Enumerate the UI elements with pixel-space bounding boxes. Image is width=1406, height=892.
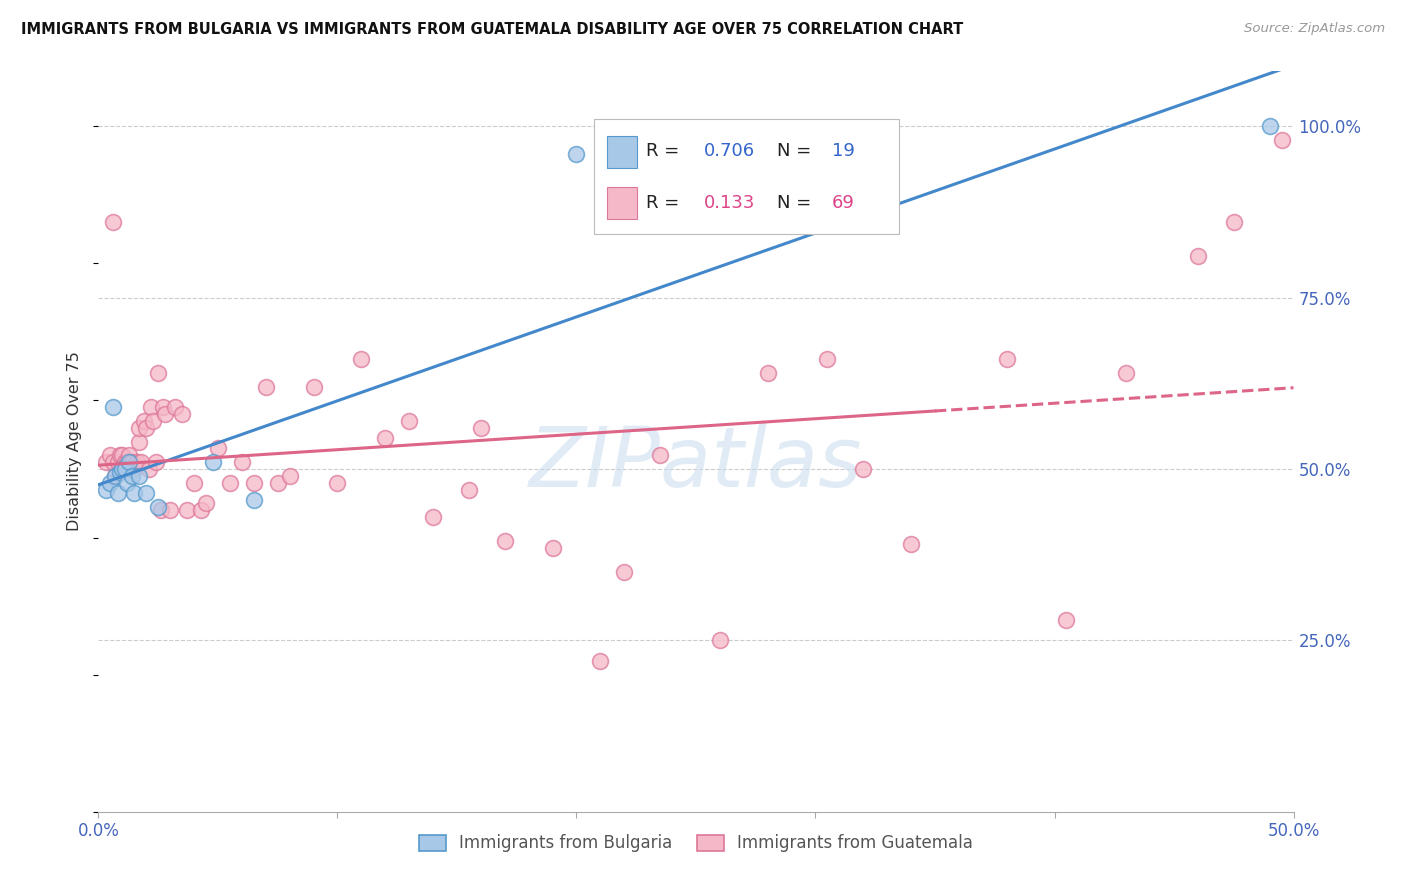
Point (135, 486, 157, 500)
Point (1223, 215, 1246, 229)
Point (1258, 119, 1281, 133)
Point (132, 414, 155, 428)
Point (108, 448, 131, 462)
Point (139, 401, 162, 415)
Point (613, 565, 636, 579)
Point (115, 455, 138, 469)
Point (470, 421, 492, 435)
Point (111, 462, 134, 476)
Point (114, 462, 136, 476)
Point (101, 455, 124, 469)
Point (121, 468, 143, 483)
Point (254, 380, 277, 394)
Point (118, 455, 141, 469)
Point (107, 486, 129, 500)
Point (121, 455, 143, 469)
Point (458, 483, 481, 497)
Point (111, 448, 134, 462)
Point (190, 503, 212, 517)
Point (101, 401, 124, 415)
Point (118, 462, 141, 476)
Point (142, 414, 165, 428)
Point (128, 421, 150, 435)
Point (111, 462, 134, 476)
Point (94, 455, 117, 469)
Point (94, 483, 117, 497)
Point (104, 468, 127, 483)
Text: ZIPatlas: ZIPatlas (529, 423, 863, 504)
Point (709, 633, 731, 648)
Point (115, 462, 138, 476)
Point (128, 434, 150, 449)
Point (302, 380, 325, 394)
Point (219, 475, 242, 490)
Point (98, 448, 122, 462)
Point (108, 466, 131, 480)
Point (815, 352, 838, 367)
Point (104, 468, 127, 483)
Point (101, 215, 124, 229)
Point (148, 366, 170, 380)
Point (350, 352, 373, 367)
Point (995, 352, 1018, 367)
Point (202, 455, 225, 469)
Point (155, 407, 177, 421)
Point (114, 455, 136, 469)
Point (398, 414, 420, 428)
Point (1187, 250, 1209, 264)
Point (326, 475, 349, 490)
Point (115, 475, 138, 490)
Point (125, 455, 148, 469)
Point (135, 421, 157, 435)
Point (422, 510, 444, 524)
Point (152, 401, 174, 415)
Point (243, 492, 266, 507)
Legend: Immigrants from Bulgaria, Immigrants from Guatemala: Immigrants from Bulgaria, Immigrants fro… (412, 828, 980, 859)
Point (900, 537, 922, 551)
Point (172, 407, 194, 421)
Point (107, 455, 129, 469)
Point (231, 455, 253, 469)
Point (648, 448, 672, 462)
Point (118, 448, 141, 462)
Point (1271, 133, 1294, 147)
Point (124, 486, 146, 500)
Point (128, 468, 150, 483)
Point (145, 455, 167, 469)
Point (1115, 366, 1137, 380)
Point (243, 475, 266, 490)
Point (195, 496, 218, 510)
Point (114, 462, 136, 476)
Point (374, 431, 396, 445)
Point (756, 366, 779, 380)
Point (852, 462, 875, 476)
Point (148, 500, 170, 514)
Point (163, 401, 186, 415)
Text: IMMIGRANTS FROM BULGARIA VS IMMIGRANTS FROM GUATEMALA DISABILITY AGE OVER 75 COR: IMMIGRANTS FROM BULGARIA VS IMMIGRANTS F… (21, 22, 963, 37)
Point (98, 475, 122, 490)
Point (541, 541, 564, 555)
Point (183, 475, 205, 490)
Point (207, 442, 229, 456)
Point (267, 475, 290, 490)
Point (565, 146, 588, 161)
Point (278, 468, 301, 483)
Point (124, 462, 146, 476)
Text: Source: ZipAtlas.com: Source: ZipAtlas.com (1244, 22, 1385, 36)
Point (138, 462, 160, 476)
Y-axis label: Disability Age Over 75: Disability Age Over 75 (67, 351, 83, 532)
Point (1056, 613, 1078, 627)
Point (131, 455, 153, 469)
Point (149, 503, 172, 517)
Point (589, 654, 612, 668)
Point (159, 503, 181, 517)
Point (176, 503, 198, 517)
Point (494, 533, 516, 548)
